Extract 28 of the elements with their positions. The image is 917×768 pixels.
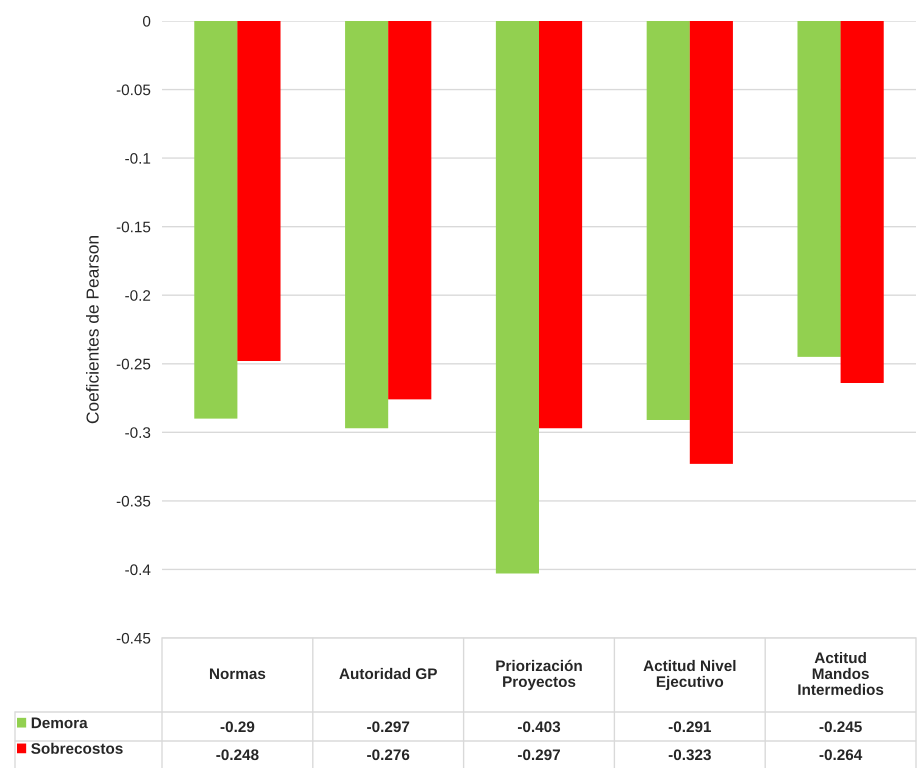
y-axis-title: Coeficientes de Pearson [86, 236, 99, 424]
data-label: -0.297 [518, 749, 560, 760]
x-tick-label: Actitud Mandos Intermedios [798, 652, 884, 696]
y-tick-label: -0.3 [125, 427, 150, 438]
data-label: -0.297 [367, 721, 410, 732]
data-label: -0.248 [216, 749, 259, 760]
data-label: -0.245 [820, 721, 862, 732]
y-tick-label: -0.45 [116, 632, 150, 644]
y-tick-label: -0.2 [125, 290, 150, 301]
y-tick-label: -0.4 [125, 564, 150, 576]
x-tick-label: Autoridad GP [339, 668, 437, 680]
y-tick-label: -0.15 [116, 222, 150, 232]
y-tick-label: -0.05 [116, 84, 150, 96]
data-label: -0.276 [367, 749, 410, 760]
data-label: -0.403 [518, 721, 560, 732]
x-tick-label: Actitud Nivel Ejecutivo [643, 660, 736, 690]
y-tick-label: 0 [142, 16, 150, 27]
y-tick-label: -0.35 [116, 496, 150, 507]
x-tick-label: Priorización Proyectos [496, 660, 582, 690]
x-tick-label: Normas [210, 668, 266, 680]
legend-label: Sobrecostos [31, 742, 123, 754]
y-tick-label: -0.1 [125, 152, 150, 164]
data-label: -0.29 [220, 721, 254, 732]
data-label: -0.291 [668, 721, 712, 732]
legend-label: Demora [32, 718, 88, 728]
y-tick-label: -0.25 [116, 358, 150, 370]
data-label: -0.323 [668, 749, 711, 760]
data-label: -0.264 [820, 749, 862, 760]
